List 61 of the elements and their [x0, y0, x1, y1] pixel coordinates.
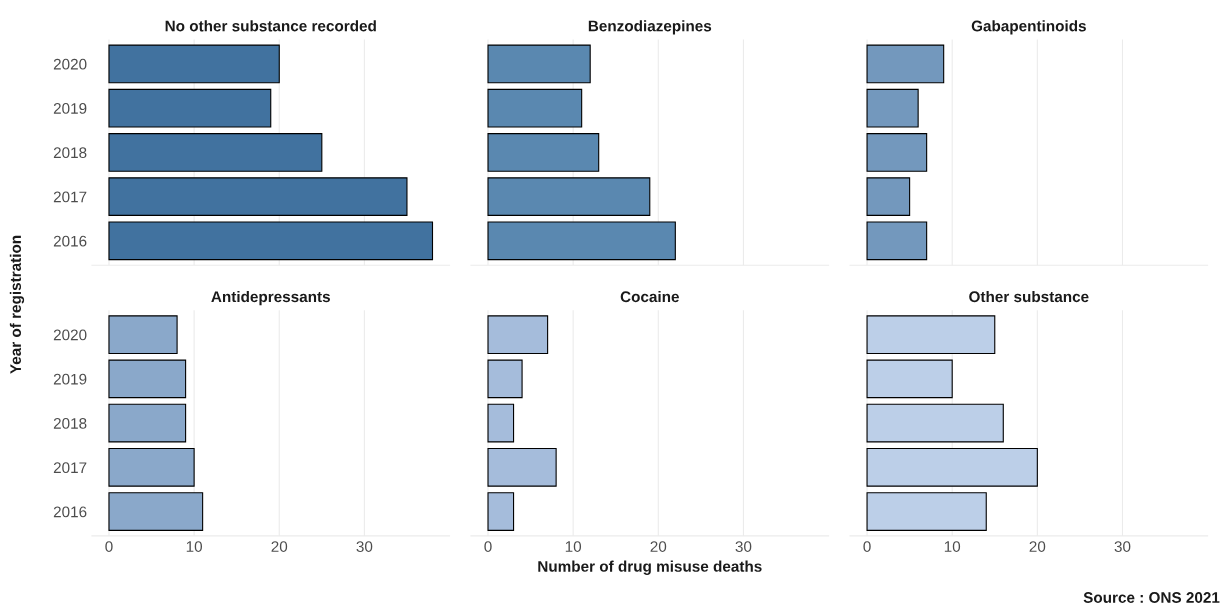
chart-title: Antidepressants — [211, 290, 330, 306]
bar — [866, 133, 928, 172]
bar — [108, 44, 280, 84]
bar — [866, 44, 945, 84]
y-tick-label: 2019 — [53, 373, 87, 385]
bar — [866, 315, 996, 354]
y-tick-label: 2018 — [53, 417, 87, 429]
bar — [487, 447, 557, 487]
x-tick-label: 30 — [1114, 541, 1131, 552]
chart-title: Cocaine — [620, 290, 679, 303]
y-axis-title: Year of registration — [9, 235, 25, 374]
bar — [866, 177, 911, 216]
bar — [108, 359, 187, 399]
bar — [108, 177, 408, 216]
bar — [487, 88, 583, 128]
bar — [487, 403, 515, 443]
y-tick-label: 2020 — [53, 329, 87, 341]
y-tick-label: 2017 — [53, 191, 87, 203]
x-axis-title: Number of drug misuse deaths — [538, 560, 762, 575]
y-tick-label: 2017 — [53, 462, 87, 474]
x-tick-label: 30 — [356, 541, 373, 552]
bar — [866, 492, 987, 531]
bar — [487, 359, 523, 399]
bar — [487, 177, 651, 216]
bar — [487, 492, 515, 531]
x-tick-label: 10 — [186, 541, 203, 552]
x-tick-label: 20 — [1029, 541, 1046, 552]
x-tick-label: 20 — [650, 541, 667, 552]
y-tick-label: 2020 — [53, 58, 87, 70]
bar — [487, 133, 600, 172]
bar — [487, 315, 549, 354]
x-tick-label: 0 — [105, 541, 113, 552]
bar — [108, 315, 178, 354]
bar — [108, 492, 204, 531]
chart-title: Other substance — [969, 290, 1089, 303]
bar — [866, 88, 919, 128]
bar — [866, 447, 1038, 487]
x-tick-label: 0 — [484, 541, 492, 552]
x-tick-label: 0 — [863, 541, 871, 552]
y-tick-label: 2018 — [53, 147, 87, 159]
x-tick-label: 10 — [565, 541, 582, 552]
y-tick-label: 2019 — [53, 103, 87, 114]
source-note: Source : ONS 2021 — [1083, 592, 1220, 603]
bar — [866, 221, 928, 261]
x-tick-label: 30 — [735, 541, 752, 552]
bar — [866, 359, 953, 399]
y-tick-label: 2016 — [53, 235, 87, 247]
bar — [108, 447, 195, 487]
chart-title: No other substance recorded — [165, 20, 376, 32]
x-tick-label: 20 — [271, 541, 288, 552]
chart-title: Benzodiazepines — [588, 20, 712, 35]
chart-title: Gabapentinoids — [971, 20, 1086, 35]
bar — [866, 403, 1004, 443]
y-tick-label: 2016 — [53, 506, 87, 518]
bar — [487, 44, 591, 84]
bar — [487, 221, 676, 261]
x-tick-label: 10 — [944, 541, 961, 552]
bar — [108, 88, 272, 128]
bar — [108, 133, 323, 172]
bar — [108, 403, 187, 443]
bar — [108, 221, 434, 261]
